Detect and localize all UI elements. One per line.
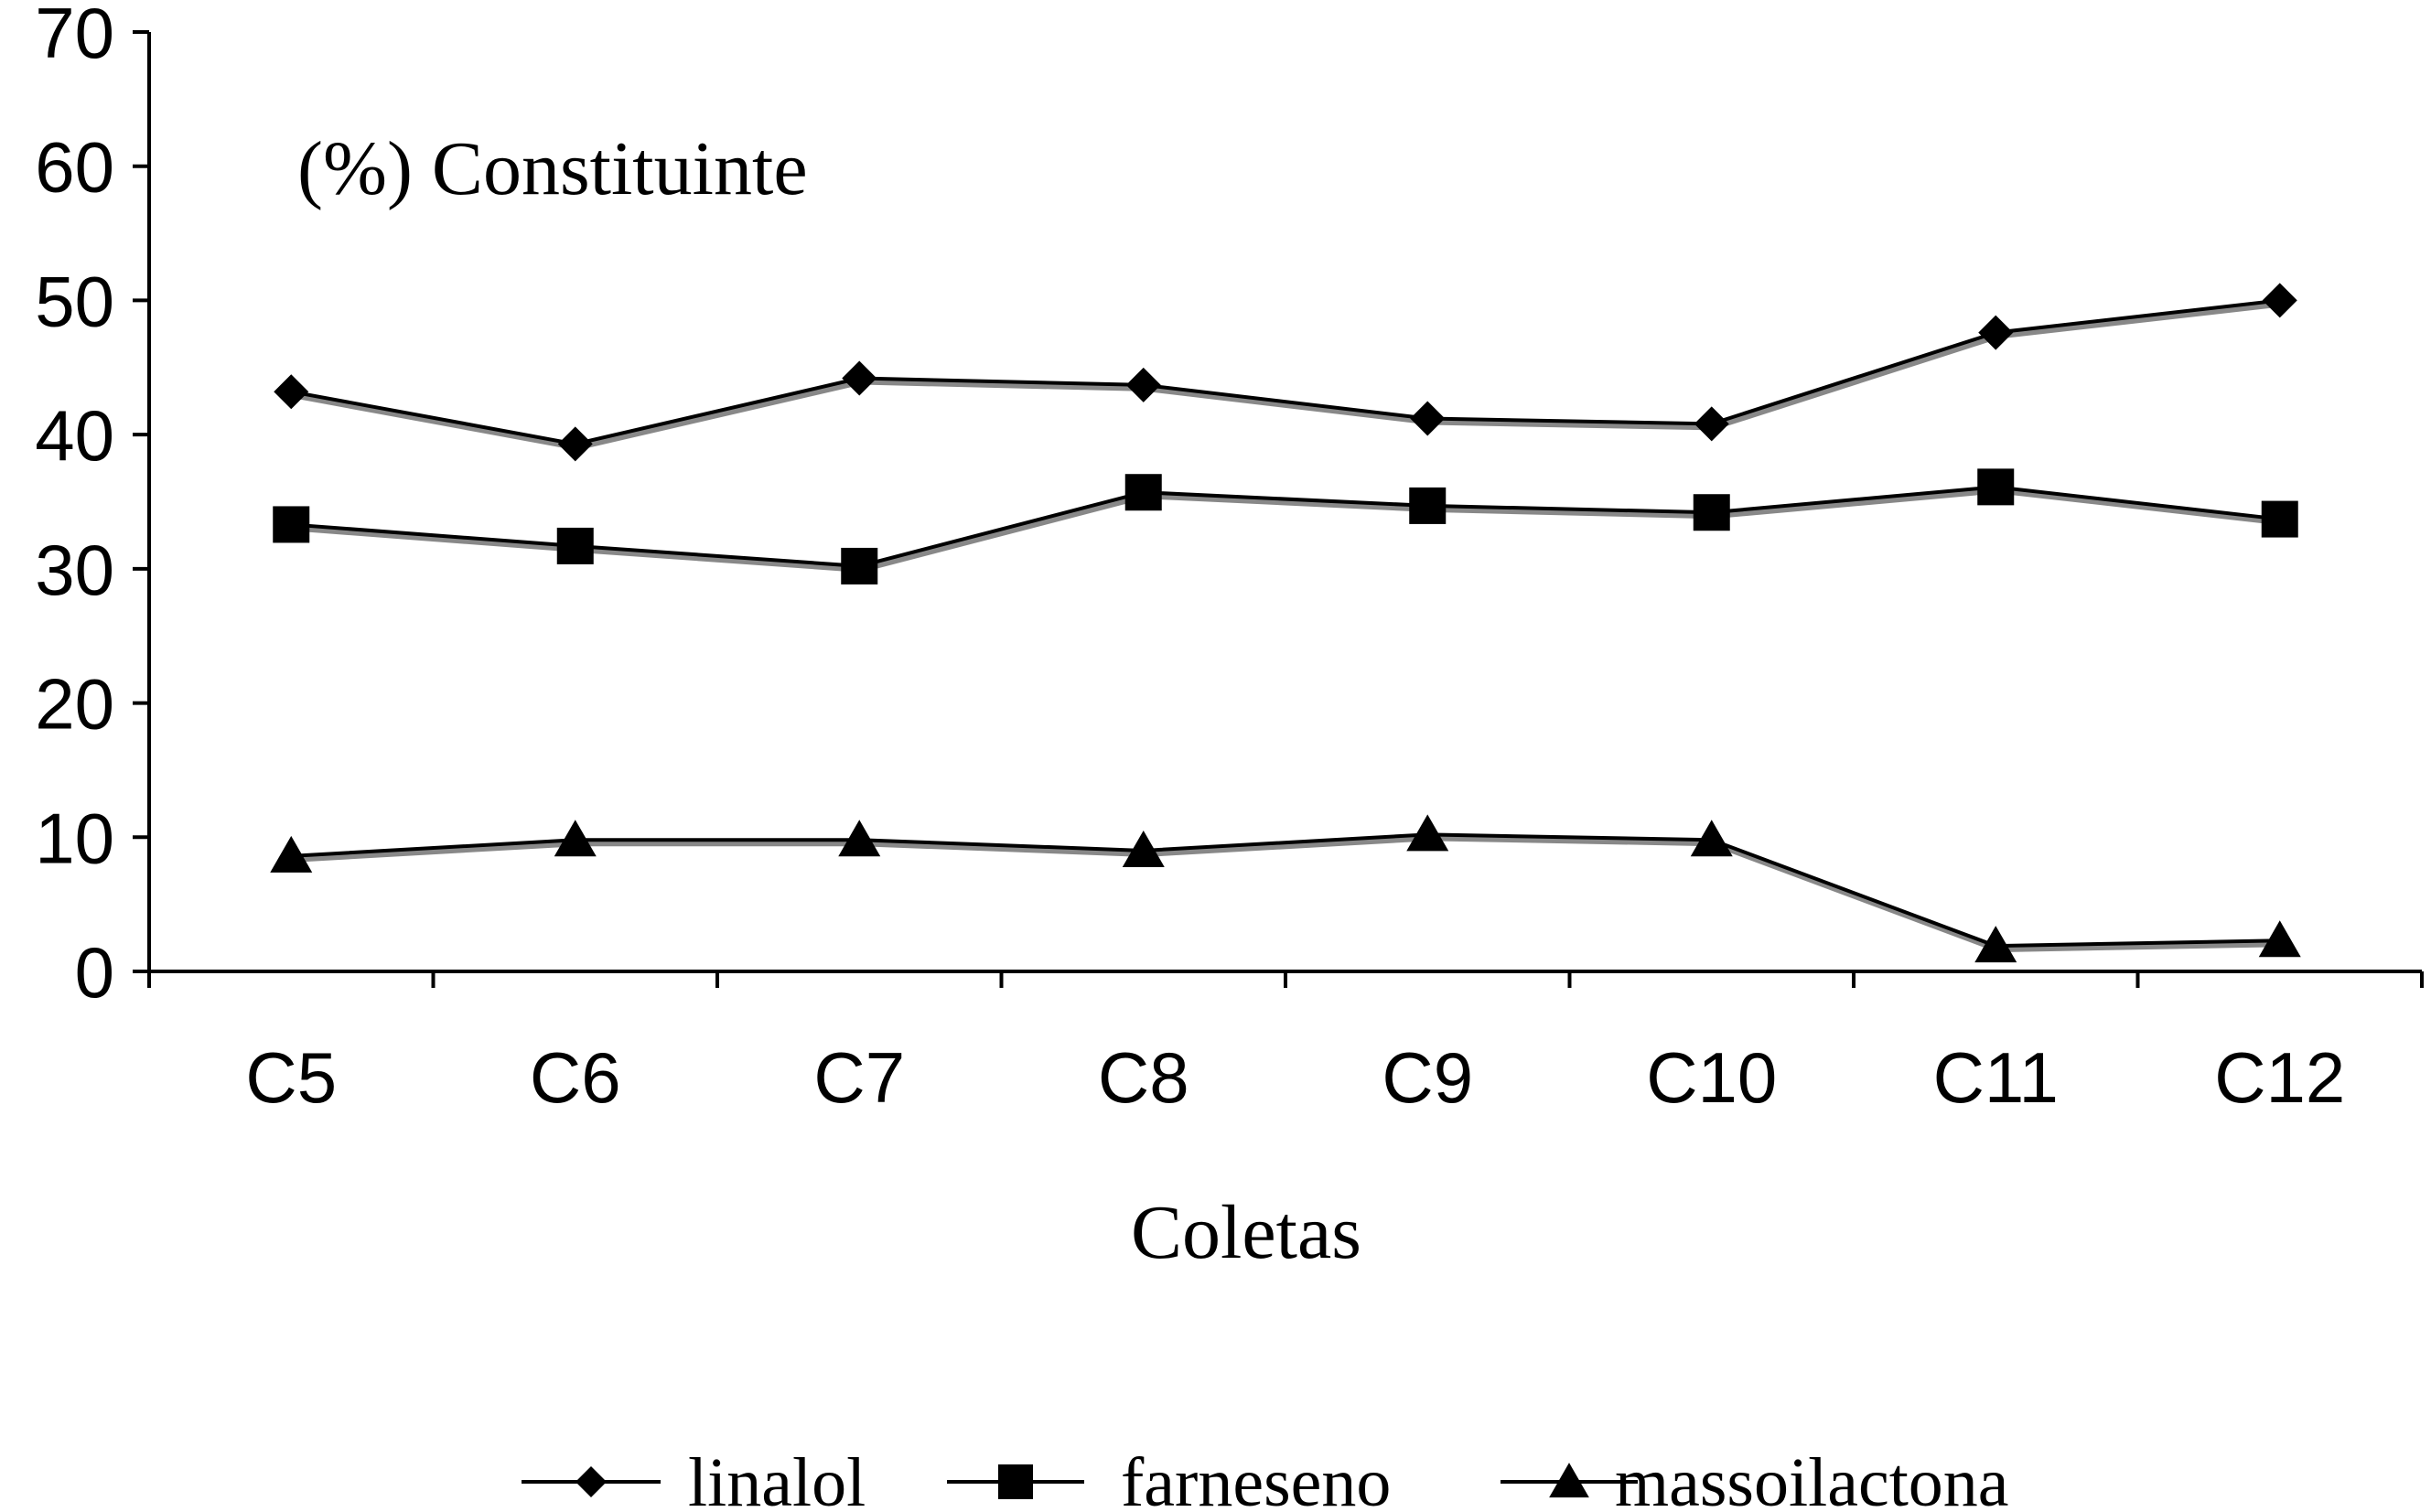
series-line-shadow: [292, 301, 2283, 451]
data-point: [1409, 487, 1447, 524]
legend-item-linalol: linalol: [522, 1444, 866, 1512]
series-line: [290, 298, 2280, 446]
data-point: [556, 527, 594, 564]
data-point: [1125, 367, 1161, 402]
legend-marker: [1549, 1463, 1589, 1498]
series-linalol: [274, 283, 2297, 462]
y-tick-label: 40: [35, 395, 114, 476]
y-tick-label: 60: [35, 127, 114, 208]
data-point: [554, 820, 597, 857]
series-line: [291, 832, 2280, 949]
legend-label: linalol: [688, 1444, 866, 1512]
x-tick-label: C9: [1382, 1037, 1473, 1118]
data-point: [2258, 920, 2301, 958]
y-axis-label: (%) Constituinte: [297, 126, 808, 211]
legend-item-farneseno: farneseno: [947, 1444, 1391, 1512]
legend-item-massoilactona: massoilactona: [1501, 1444, 2009, 1512]
data-point: [274, 374, 309, 410]
series-line-shadow: [293, 835, 2282, 953]
y-tick-label: 20: [35, 664, 114, 745]
series-massoilactona: [270, 814, 2301, 963]
y-tick-label: 30: [35, 530, 114, 610]
data-point: [1693, 494, 1730, 531]
legend-marker: [575, 1466, 607, 1497]
data-point: [2261, 500, 2298, 538]
data-point: [1694, 406, 1729, 442]
series-layer: [270, 283, 2301, 963]
data-point: [273, 506, 310, 543]
data-point: [842, 360, 877, 396]
series-line-shadow: [293, 488, 2283, 573]
data-point: [1974, 926, 2017, 963]
y-tick-label: 10: [35, 798, 114, 878]
y-tick-label: 0: [75, 932, 114, 1013]
data-point: [270, 835, 313, 873]
y-tick-label: 70: [35, 0, 114, 73]
data-point: [1122, 830, 1165, 867]
data-point: [2262, 283, 2297, 318]
x-tick-label: C10: [1646, 1037, 1777, 1118]
data-point: [841, 547, 878, 584]
x-tick-label: C8: [1098, 1037, 1189, 1118]
data-point: [1978, 315, 2014, 350]
data-point: [557, 426, 593, 462]
x-axis-label: Coletas: [1131, 1190, 1361, 1275]
y-axis-ticks: 0 10 20 30 40 50 60 70: [35, 0, 149, 1013]
legend-label: massoilactona: [1615, 1444, 2009, 1512]
data-point: [1690, 820, 1733, 857]
data-point: [1406, 814, 1449, 852]
legend-marker: [998, 1464, 1033, 1499]
x-tick-label: C7: [813, 1037, 905, 1118]
series-line: [291, 485, 2280, 568]
data-point: [838, 820, 881, 857]
x-tick-label: C11: [1933, 1037, 2059, 1118]
legend-label: farneseno: [1121, 1444, 1391, 1512]
data-point: [1124, 474, 1162, 511]
x-tick-label: C12: [2214, 1037, 2345, 1118]
series-farneseno: [273, 468, 2298, 584]
x-tick-label: C5: [245, 1037, 337, 1118]
legend: linalol farneseno massoilactona: [522, 1444, 2009, 1512]
x-axis-ticks: C5 C6 C7 C8 C9 C10 C11 C12: [147, 971, 2424, 1118]
y-tick-label: 50: [35, 261, 114, 341]
data-point: [1410, 401, 1446, 436]
x-tick-label: C6: [530, 1037, 621, 1118]
data-point: [1977, 468, 2015, 506]
